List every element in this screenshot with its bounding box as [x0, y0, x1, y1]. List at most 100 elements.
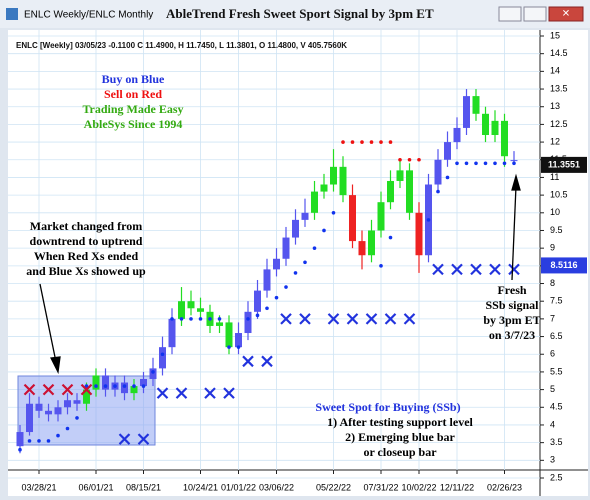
candle-body [92, 375, 100, 390]
note-line: Sweet Spot for Buying (SSb) [315, 400, 460, 414]
x-tick-label: 03/28/21 [21, 482, 56, 492]
x-marker [299, 313, 311, 325]
candle-body [406, 170, 413, 213]
stop-dot [474, 161, 478, 166]
candle-body [64, 400, 71, 408]
stop-dot [284, 285, 288, 289]
x-marker [61, 383, 74, 396]
candle-body [83, 389, 90, 404]
maximize-button[interactable] [523, 6, 547, 22]
x-tick-label: 12/11/22 [440, 482, 474, 492]
stop-dot [445, 175, 450, 180]
candle-body [472, 96, 480, 114]
candle-body [482, 113, 489, 136]
note-line: downtrend to uptrend [30, 234, 143, 248]
y-tick-label: 6 [550, 349, 555, 359]
legend-line: Buy on Blue [102, 72, 165, 86]
x-marker [403, 313, 416, 325]
price-label: 8.5116 [550, 260, 577, 270]
x-axis-area [8, 470, 588, 496]
x-marker [280, 313, 292, 325]
x-marker [118, 433, 131, 445]
x-tick-label: 03/06/22 [259, 482, 294, 492]
y-tick-label: 11 [550, 172, 559, 182]
candle-body [216, 322, 223, 326]
x-tick-label: 07/31/22 [363, 482, 398, 492]
stop-dot [274, 295, 279, 300]
candle-body [273, 258, 280, 270]
stop-dot [84, 384, 89, 388]
x-marker [451, 263, 463, 276]
price-label-box [541, 156, 587, 173]
candle-body [235, 333, 242, 348]
x-marker [489, 263, 501, 276]
x-marker [470, 263, 482, 276]
stop-dot [493, 161, 497, 166]
stop-dot [407, 157, 412, 162]
candle-body [444, 142, 451, 160]
stop-dot [18, 447, 22, 452]
header-info: ENLC [Weekly] 03/05/23 -0.1100 C 11.4900… [16, 41, 347, 50]
note-line: 1) After testing support level [327, 415, 473, 429]
candle-body [292, 219, 299, 238]
candle-body [377, 202, 385, 231]
x-tick-label: 10/02/22 [401, 482, 436, 492]
stop-dot [37, 439, 41, 443]
candle-body [415, 212, 423, 256]
candle-body [168, 318, 176, 348]
stop-dot [94, 384, 98, 388]
chart-title: AbleTrend Fresh Sweet Sport Signal by 3p… [166, 6, 434, 21]
candle-body [130, 386, 138, 394]
stop-dot [379, 264, 383, 268]
x-tick-label: 08/15/21 [126, 482, 161, 492]
candle-body [463, 96, 470, 128]
stop-dot [46, 439, 51, 443]
stop-dot [455, 161, 459, 166]
stop-dot [341, 140, 345, 144]
stop-dot [379, 140, 383, 144]
close-button[interactable] [548, 6, 584, 22]
note-line: Fresh [497, 283, 526, 297]
stop-dot [189, 317, 193, 321]
candle-body [263, 269, 271, 291]
stop-dot [426, 218, 431, 222]
candle-body [26, 403, 33, 433]
note-line: by 3pm ET [483, 313, 540, 327]
stop-dot [208, 317, 212, 321]
stop-dot [65, 426, 70, 431]
candle-body [453, 127, 461, 143]
x-marker [346, 313, 359, 325]
stop-dot [103, 384, 108, 388]
x-marker [223, 387, 235, 399]
candle-body [16, 432, 24, 447]
candle-body [197, 308, 204, 312]
stop-dot [360, 140, 364, 144]
y-tick-label: 4 [550, 419, 555, 429]
candle-body [187, 301, 195, 309]
stop-dot [56, 433, 60, 438]
minimize-button[interactable] [498, 6, 522, 22]
candle-body [102, 375, 109, 390]
stop-dot [303, 260, 307, 265]
y-tick-label: 14 [550, 66, 560, 76]
legend-line: Trading Made Easy [82, 102, 183, 116]
stop-dot [312, 246, 317, 250]
legend-line: Sell on Red [104, 87, 162, 101]
x-marker [80, 383, 93, 396]
candle-body [73, 400, 81, 404]
y-tick-label: 12 [550, 136, 560, 146]
candle-body [368, 230, 375, 256]
y-tick-label: 2.5 [550, 472, 563, 482]
stop-dot [464, 161, 469, 166]
note-line: on 3/7/23 [489, 328, 535, 342]
stop-dot [113, 384, 117, 388]
stop-dot [265, 306, 269, 311]
candle-body [159, 347, 166, 369]
x-tick-label: 06/01/21 [78, 482, 113, 492]
x-tick-label: 01/01/22 [221, 482, 256, 492]
stop-dot [132, 384, 136, 388]
stop-dot [350, 140, 355, 144]
candle-body [396, 170, 404, 181]
stop-dot [436, 189, 440, 194]
y-tick-label: 9 [550, 243, 555, 253]
